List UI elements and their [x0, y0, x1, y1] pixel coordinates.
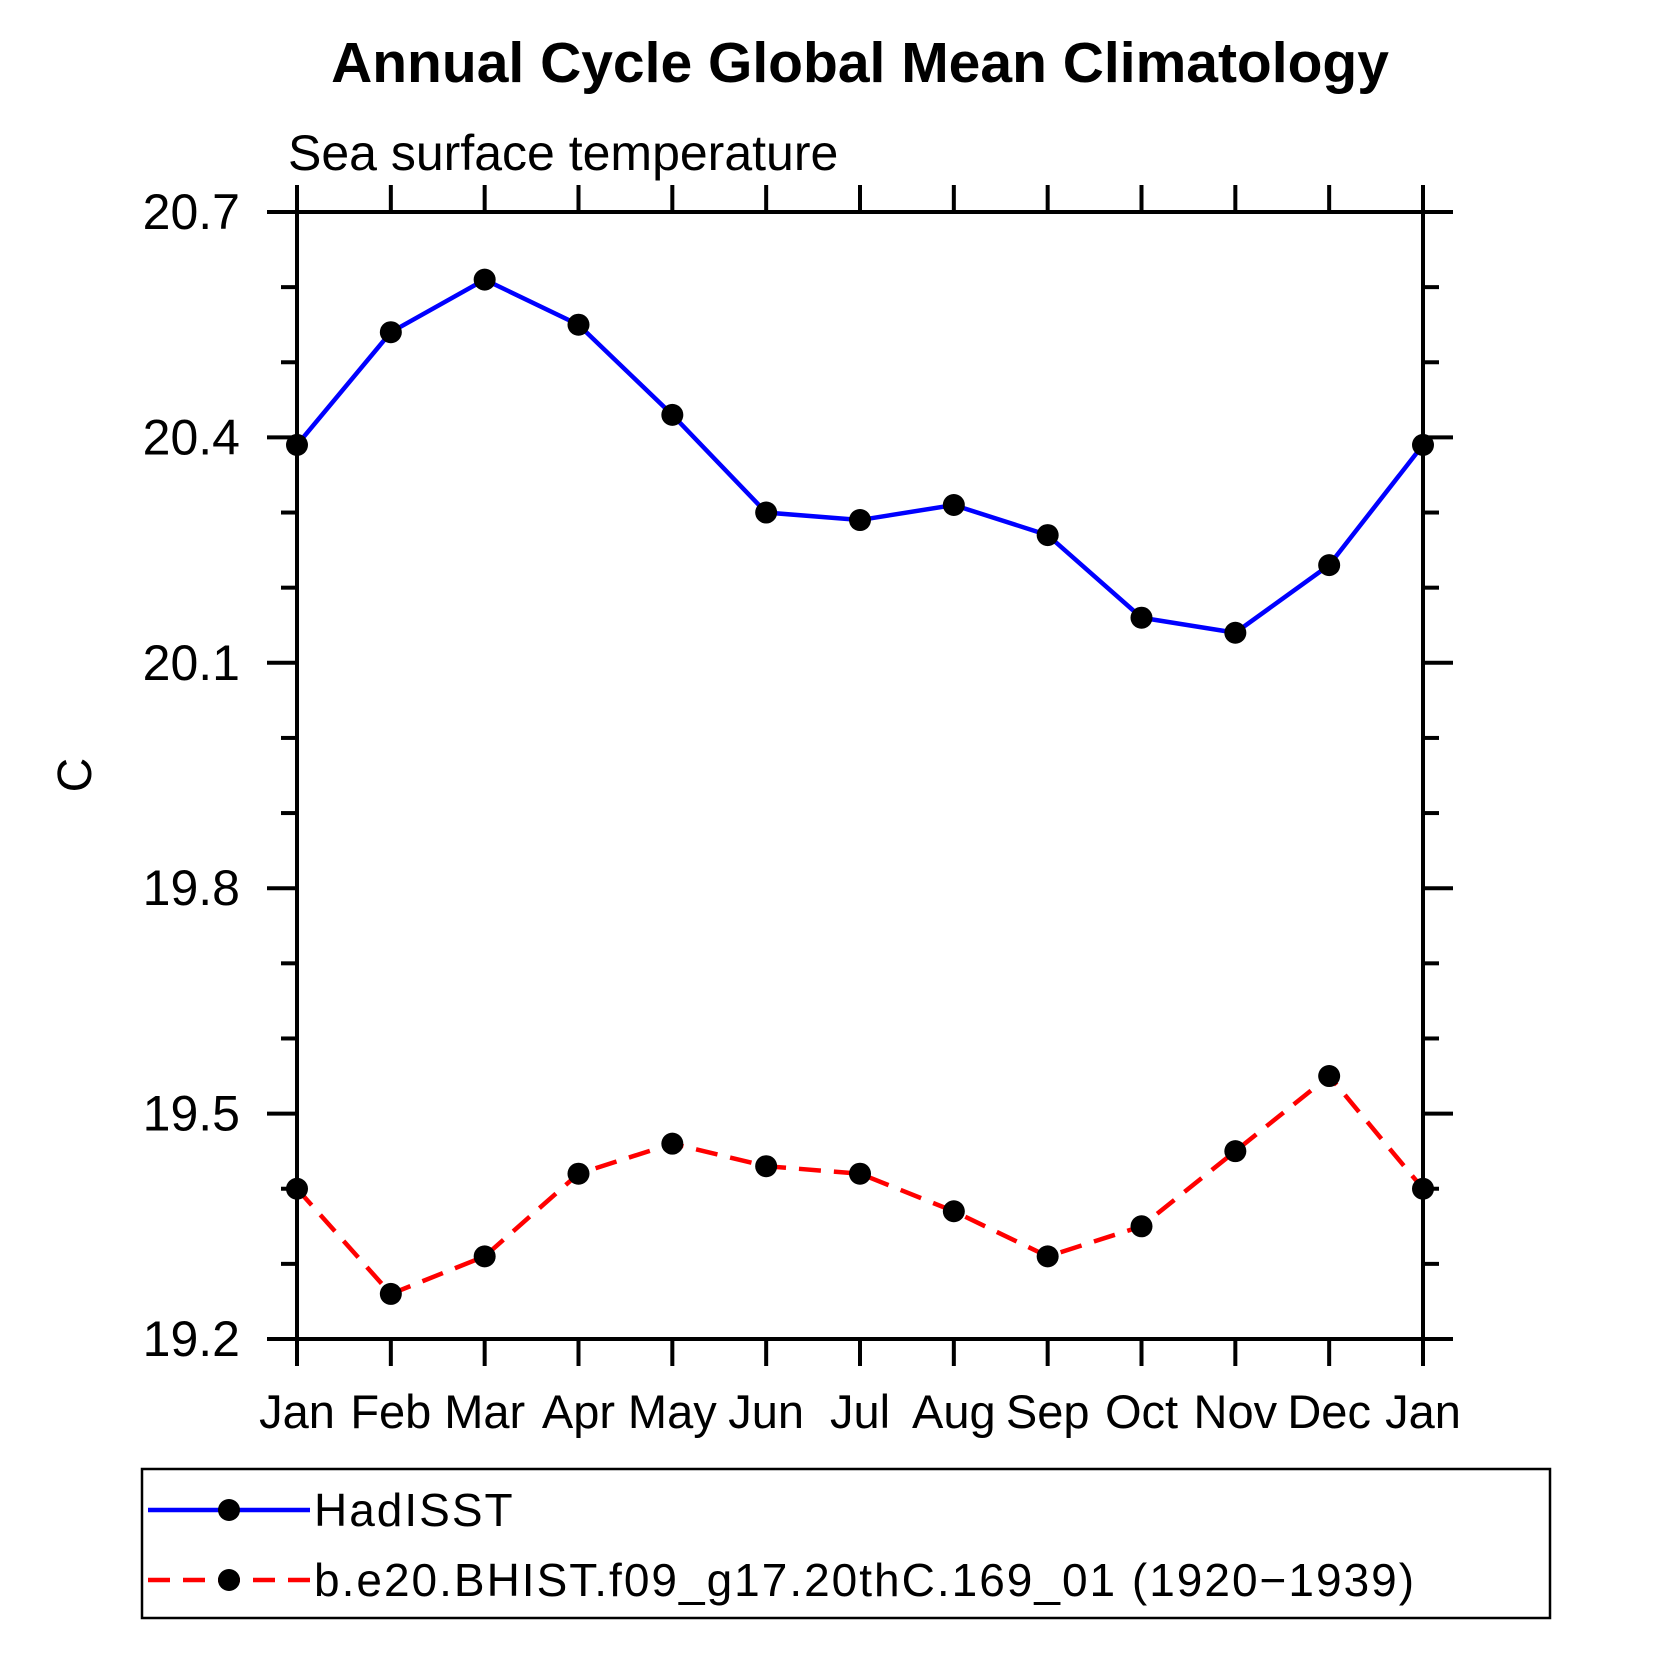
- x-tick-label: Feb: [350, 1385, 431, 1438]
- x-tick-label: Oct: [1105, 1385, 1178, 1438]
- data-point-marker: [755, 501, 778, 524]
- y-tick-label: 20.7: [143, 184, 240, 240]
- legend-item-label: HadISST: [314, 1484, 515, 1536]
- legend-sample-marker: [218, 1569, 240, 1591]
- series-line-1: [295, 1072, 1425, 1297]
- data-point-marker: [1412, 1177, 1434, 1200]
- chart-title: Annual Cycle Global Mean Climatology: [331, 31, 1389, 95]
- x-tick-label: Jul: [830, 1385, 890, 1438]
- data-point-marker: [1318, 554, 1341, 577]
- y-tick-label: 20.4: [143, 409, 240, 465]
- x-tick-label: May: [628, 1385, 717, 1438]
- y-tick-label: 19.8: [143, 860, 240, 916]
- x-tick-label: Sep: [1006, 1385, 1090, 1438]
- data-point-marker: [661, 403, 684, 426]
- data-point-marker: [567, 1162, 590, 1185]
- legend-box: [140, 1467, 1552, 1620]
- y-axis-label: C: [49, 758, 102, 793]
- data-point-marker: [661, 1132, 684, 1155]
- data-point-marker: [379, 1282, 402, 1305]
- y-tick-label: 19.5: [143, 1086, 240, 1142]
- data-point-marker: [473, 268, 496, 291]
- data-point-marker: [942, 1200, 965, 1223]
- legend: HadISST b.e20.BHIST.f09_g17.20thC.169_01 …: [140, 1467, 1552, 1620]
- y-tick-label: 20.1: [143, 635, 240, 691]
- data-point-marker: [567, 313, 590, 336]
- x-tick-label: Apr: [542, 1385, 615, 1438]
- data-point-marker: [1036, 1245, 1059, 1268]
- chart-subtitle: Sea surface temperature: [288, 125, 838, 181]
- x-tick-label: Aug: [912, 1385, 996, 1438]
- legend-item-label: b.e20.BHIST.f09_g17.20thC.169_01 (1920−1…: [314, 1554, 1416, 1606]
- data-point-marker: [1130, 1215, 1153, 1238]
- data-point-marker: [1130, 606, 1153, 629]
- data-point-marker: [1224, 621, 1247, 644]
- x-tick-label: Jan: [259, 1385, 335, 1438]
- series-group: [286, 268, 1434, 1305]
- y-tick-label: 19.2: [143, 1311, 240, 1367]
- data-point-marker: [942, 494, 965, 517]
- x-tick-label: Dec: [1287, 1385, 1371, 1438]
- data-point-marker: [755, 1155, 778, 1178]
- data-point-marker: [1412, 433, 1434, 456]
- x-tick-label: Jun: [728, 1385, 804, 1438]
- data-point-marker: [1036, 524, 1059, 547]
- data-point-marker: [379, 321, 402, 344]
- x-tick-label: Jan: [1385, 1385, 1461, 1438]
- data-point-marker: [1318, 1065, 1341, 1088]
- series-line-0: [295, 277, 1425, 636]
- data-point-marker: [1224, 1140, 1247, 1163]
- data-point-marker: [286, 1177, 308, 1200]
- x-tick-label: Mar: [444, 1385, 525, 1438]
- x-tick-label: Nov: [1194, 1385, 1278, 1438]
- data-point-marker: [286, 433, 308, 456]
- data-point-marker: [849, 509, 871, 532]
- data-point-marker: [473, 1245, 496, 1268]
- data-point-marker: [849, 1162, 871, 1185]
- legend-sample-marker: [218, 1499, 240, 1521]
